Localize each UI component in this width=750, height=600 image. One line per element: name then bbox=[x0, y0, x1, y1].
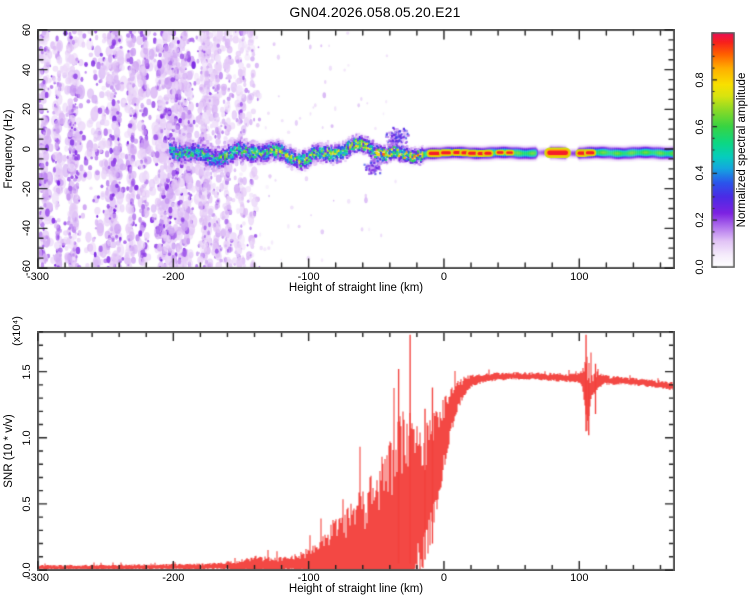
tick-label: -40 bbox=[21, 220, 33, 237]
tick-label: 60 bbox=[21, 23, 33, 37]
tick-label: 0.6 bbox=[694, 118, 706, 135]
tick-label: 0.2 bbox=[694, 212, 706, 228]
spectrogram-canvas bbox=[37, 29, 675, 269]
tick-label: -100 bbox=[297, 271, 320, 283]
tick-label: -300 bbox=[26, 572, 50, 584]
tick-label: 0.5 bbox=[21, 496, 33, 512]
tick-label: 1.5 bbox=[21, 364, 33, 380]
tick-label: 0.0 bbox=[21, 562, 33, 578]
spectrogram-ylabel: Frequency (Hz) bbox=[3, 109, 15, 189]
tick-label: 0.4 bbox=[694, 165, 706, 182]
snr-xlabel: Height of straight line (km) bbox=[288, 583, 424, 595]
tick-label: -20 bbox=[21, 180, 33, 197]
colorbar-canvas bbox=[711, 32, 735, 268]
tick-label: -300 bbox=[26, 271, 50, 283]
tick-label: 0 bbox=[21, 145, 33, 153]
tick-label: -60 bbox=[21, 260, 33, 276]
snr-scale-label: (x10⁴) bbox=[11, 316, 23, 346]
tick-label: 0 bbox=[440, 271, 448, 283]
tick-label: 40 bbox=[21, 63, 33, 76]
tick-label: 0 bbox=[440, 572, 448, 584]
tick-label: 1.0 bbox=[21, 430, 33, 446]
tick-label: -200 bbox=[162, 271, 185, 283]
figure-title: GN04.2026.058.05.20.E21 bbox=[289, 4, 461, 20]
snr-canvas bbox=[37, 331, 675, 571]
tick-label: 0.8 bbox=[694, 72, 706, 88]
tick-label: -100 bbox=[297, 572, 320, 584]
tick-label: 100 bbox=[570, 572, 589, 584]
spectrogram-xlabel: Height of straight line (km) bbox=[288, 282, 424, 294]
colorbar-label: Normalized spectral amplitude bbox=[736, 72, 748, 228]
tick-label: 20 bbox=[21, 103, 33, 116]
tick-label: 100 bbox=[570, 271, 589, 283]
tick-label: -200 bbox=[162, 572, 185, 584]
tick-label: 0.0 bbox=[694, 259, 706, 275]
snr-ylabel: SNR (10 * v/v) bbox=[3, 414, 15, 488]
